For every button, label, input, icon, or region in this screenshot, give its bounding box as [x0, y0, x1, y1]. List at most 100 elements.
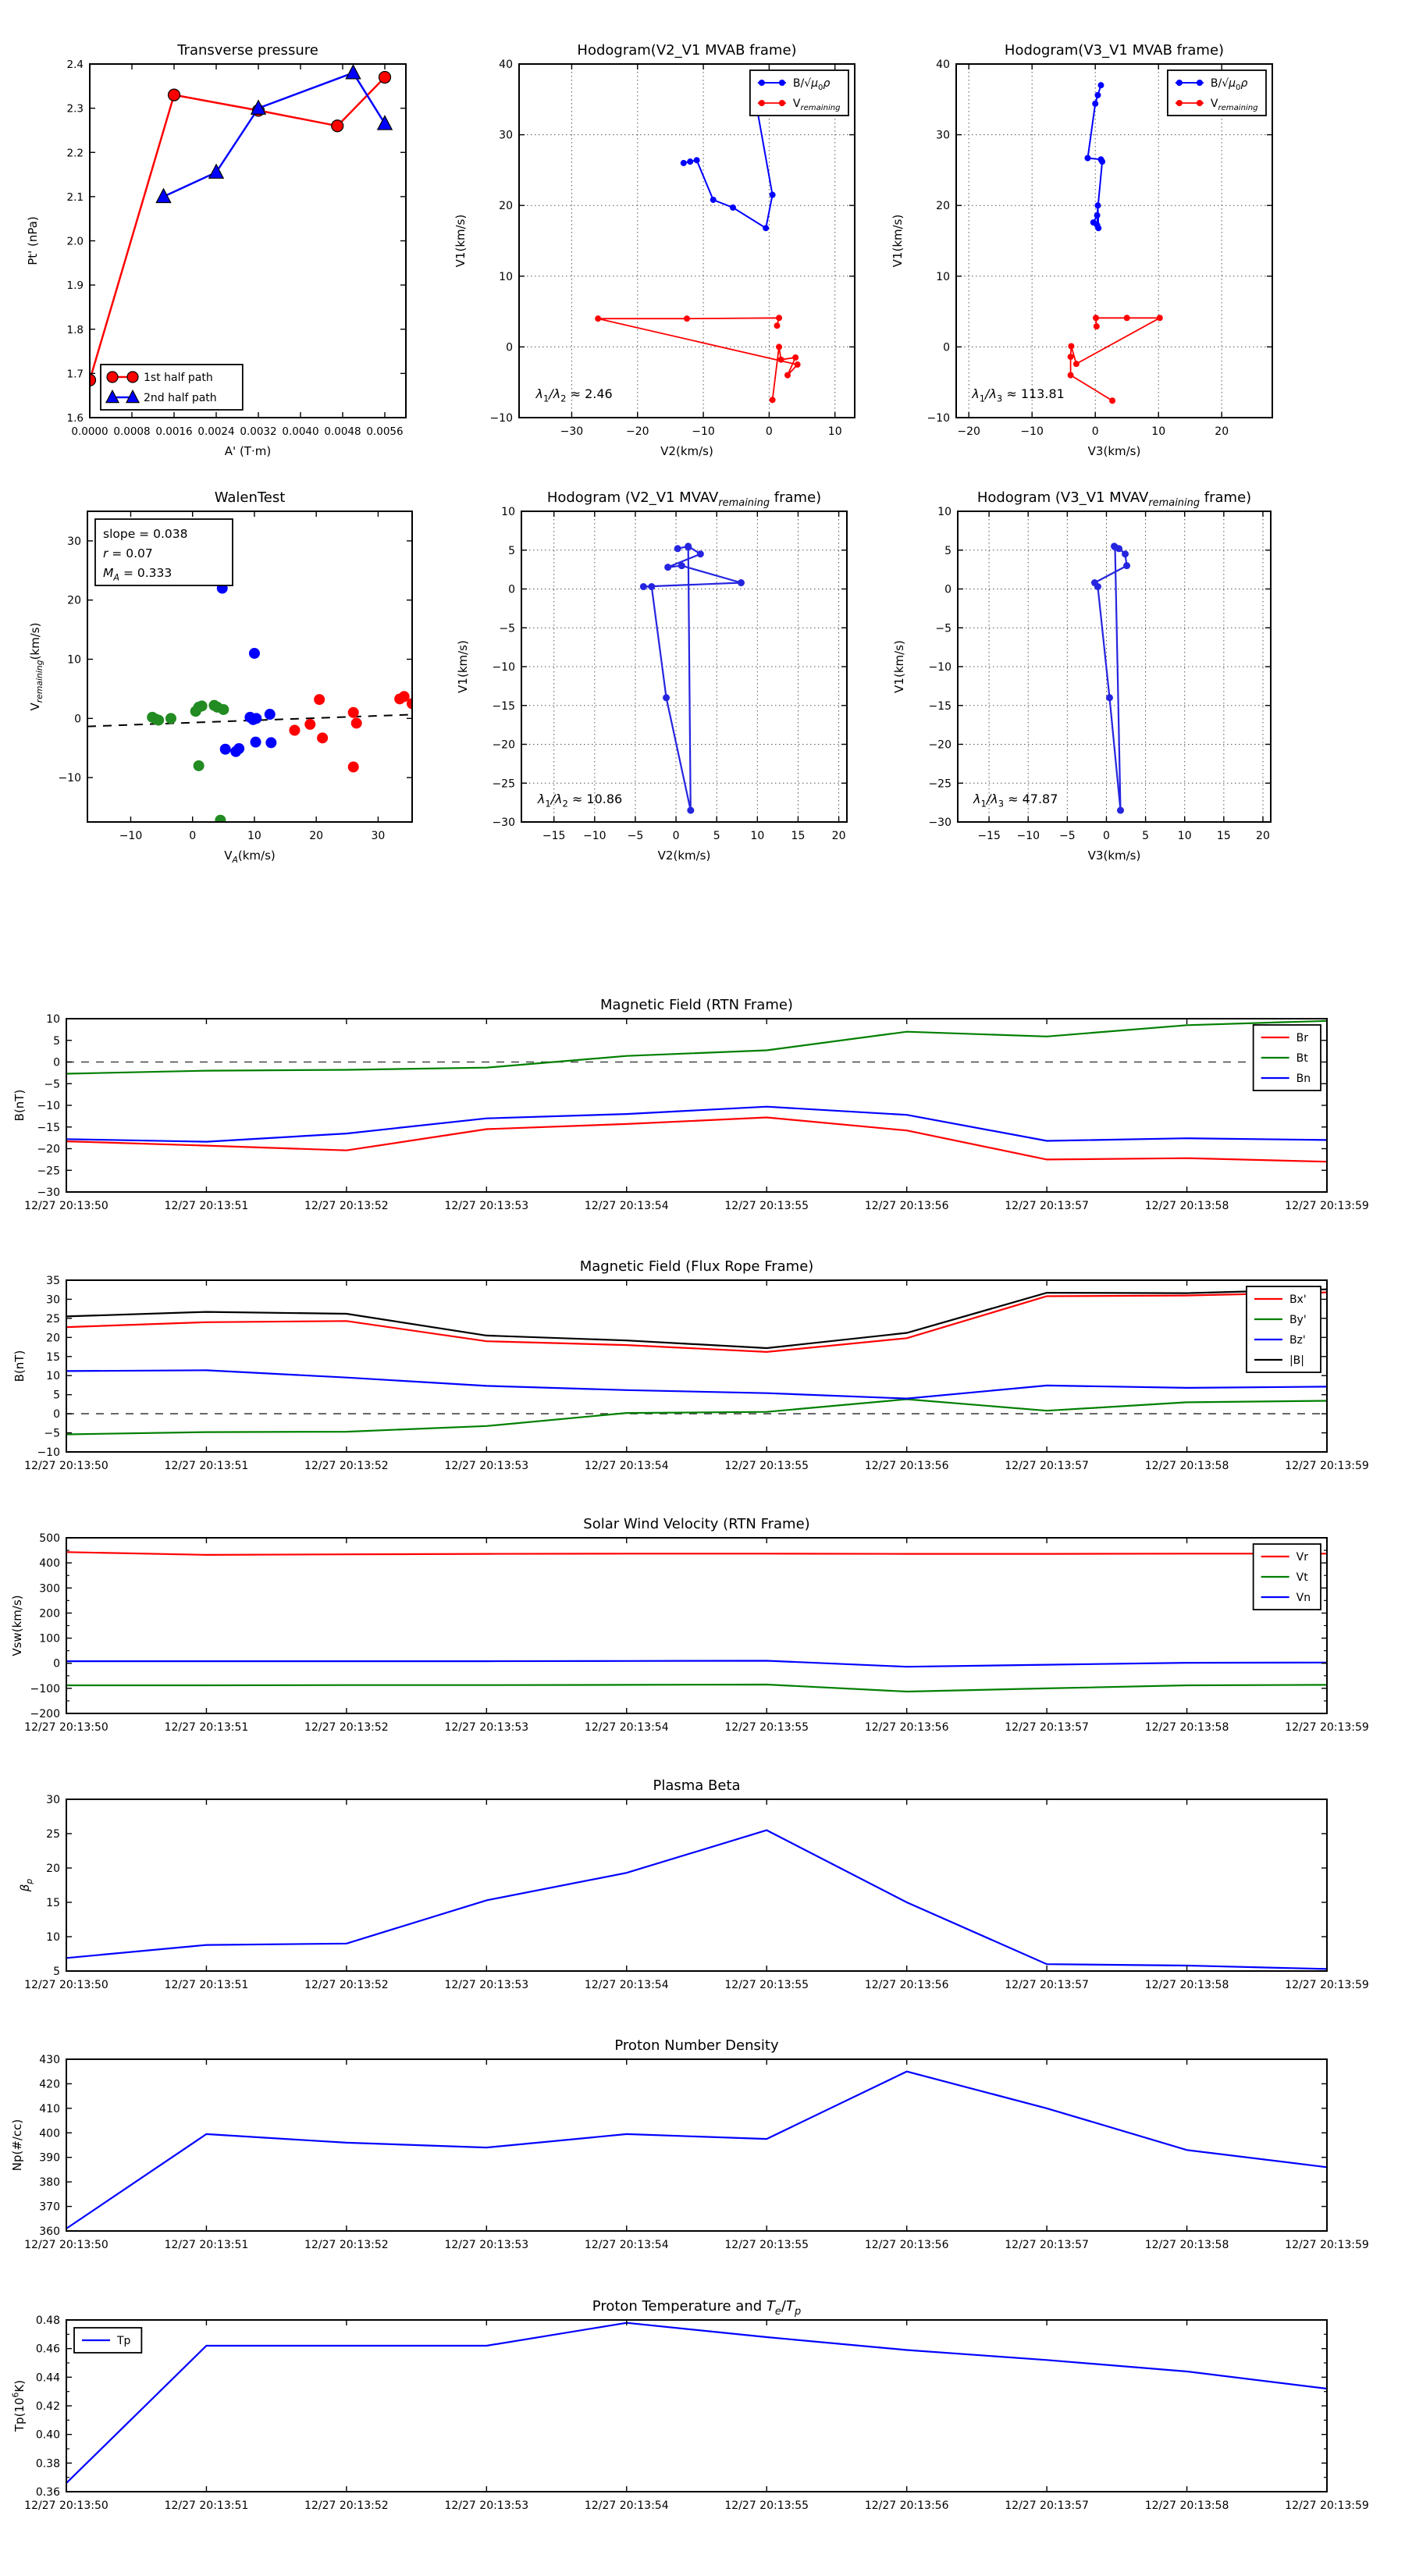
svg-text:12/27 20:13:52: 12/27 20:13:52 — [304, 1979, 389, 1991]
svg-text:30: 30 — [67, 535, 81, 548]
svg-text:12/27 20:13:55: 12/27 20:13:55 — [724, 1200, 809, 1212]
svg-text:Vremaining: Vremaining — [793, 98, 841, 112]
svg-text:30: 30 — [372, 830, 386, 842]
svg-text:Transverse pressure: Transverse pressure — [176, 42, 318, 59]
svg-text:12/27 20:13:59: 12/27 20:13:59 — [1285, 2239, 1369, 2251]
svg-text:2.3: 2.3 — [67, 103, 84, 116]
svg-text:1.9: 1.9 — [67, 279, 84, 292]
svg-text:15: 15 — [1217, 830, 1231, 842]
svg-text:12/27 20:13:53: 12/27 20:13:53 — [444, 2500, 528, 2512]
svg-text:12/27 20:13:59: 12/27 20:13:59 — [1285, 1979, 1369, 1991]
svg-text:1.8: 1.8 — [67, 324, 84, 336]
svg-text:−15: −15 — [492, 700, 515, 713]
svg-text:−100: −100 — [30, 1683, 60, 1695]
svg-text:12/27 20:13:53: 12/27 20:13:53 — [444, 1200, 528, 1212]
svg-text:−10: −10 — [583, 830, 606, 842]
svg-text:−10: −10 — [927, 412, 950, 425]
svg-text:12/27 20:13:57: 12/27 20:13:57 — [1005, 2239, 1089, 2251]
svg-text:V1(km/s): V1(km/s) — [456, 640, 470, 693]
svg-text:10: 10 — [46, 1931, 60, 1944]
svg-text:V2(km/s): V2(km/s) — [660, 444, 713, 458]
svg-text:−15: −15 — [542, 830, 566, 842]
svg-text:Magnetic Field (Flux Rope Fram: Magnetic Field (Flux Rope Frame) — [580, 1258, 814, 1275]
svg-text:WalenTest: WalenTest — [215, 489, 286, 506]
svg-text:λ1/λ2 ≈ 2.46: λ1/λ2 ≈ 2.46 — [535, 386, 613, 404]
svg-text:12/27 20:13:59: 12/27 20:13:59 — [1285, 2500, 1369, 2512]
svg-text:12/27 20:13:56: 12/27 20:13:56 — [865, 2239, 949, 2251]
svg-text:12/27 20:13:57: 12/27 20:13:57 — [1005, 1200, 1089, 1212]
svg-text:0.0008: 0.0008 — [113, 425, 150, 438]
svg-text:−20: −20 — [928, 739, 951, 752]
svg-text:12/27 20:13:54: 12/27 20:13:54 — [585, 1460, 669, 1472]
svg-text:0: 0 — [508, 584, 515, 596]
svg-text:20: 20 — [309, 830, 323, 842]
svg-text:400: 400 — [39, 1557, 60, 1570]
svg-text:−5: −5 — [628, 830, 644, 842]
svg-text:10: 10 — [1151, 425, 1165, 438]
svg-text:0: 0 — [1092, 425, 1099, 438]
svg-text:12/27 20:13:55: 12/27 20:13:55 — [724, 2239, 809, 2251]
svg-text:0: 0 — [944, 584, 951, 596]
svg-text:12/27 20:13:50: 12/27 20:13:50 — [24, 1721, 108, 1734]
svg-text:30: 30 — [46, 1794, 60, 1806]
svg-text:20: 20 — [499, 200, 513, 212]
svg-text:0.0016: 0.0016 — [155, 425, 192, 438]
svg-text:−5: −5 — [499, 622, 515, 635]
svg-text:12/27 20:13:57: 12/27 20:13:57 — [1005, 1979, 1089, 1991]
svg-text:B(nT): B(nT) — [12, 1350, 27, 1382]
svg-text:12/27 20:13:50: 12/27 20:13:50 — [24, 1460, 108, 1472]
svg-text:Hodogram(V3_V1 MVAB frame): Hodogram(V3_V1 MVAB frame) — [1005, 42, 1224, 59]
svg-text:15: 15 — [791, 830, 806, 842]
svg-text:Vn: Vn — [1297, 1592, 1311, 1604]
svg-text:0.0024: 0.0024 — [197, 425, 234, 438]
svg-text:Br: Br — [1297, 1032, 1309, 1044]
svg-text:0: 0 — [506, 341, 513, 354]
svg-text:10: 10 — [750, 830, 764, 842]
svg-text:0.38: 0.38 — [36, 2457, 60, 2470]
svg-text:5: 5 — [53, 1035, 60, 1048]
svg-text:Tp(106K): Tp(106K) — [11, 2380, 27, 2432]
svg-text:30: 30 — [936, 130, 950, 142]
svg-text:10: 10 — [499, 271, 513, 283]
svg-text:12/27 20:13:52: 12/27 20:13:52 — [304, 1460, 389, 1472]
svg-text:12/27 20:13:57: 12/27 20:13:57 — [1005, 2500, 1089, 2512]
svg-text:10: 10 — [46, 1013, 60, 1026]
svg-text:V1(km/s): V1(km/s) — [454, 215, 468, 268]
svg-text:20: 20 — [46, 1863, 60, 1875]
svg-text:500: 500 — [39, 1532, 60, 1545]
svg-text:12/27 20:13:51: 12/27 20:13:51 — [165, 2500, 249, 2512]
svg-text:−10: −10 — [58, 772, 81, 785]
svg-text:−200: −200 — [30, 1708, 60, 1720]
svg-text:B/√μ0ρ: B/√μ0ρ — [1211, 77, 1248, 92]
svg-text:20: 20 — [46, 1332, 60, 1344]
svg-text:12/27 20:13:57: 12/27 20:13:57 — [1005, 1721, 1089, 1734]
svg-text:−10: −10 — [119, 830, 143, 842]
svg-text:−15: −15 — [37, 1122, 60, 1134]
svg-text:300: 300 — [39, 1582, 60, 1595]
svg-text:|B|: |B| — [1289, 1354, 1304, 1367]
svg-text:2.0: 2.0 — [67, 236, 84, 248]
svg-text:Np(#/cc): Np(#/cc) — [10, 2119, 24, 2172]
svg-text:12/27 20:13:50: 12/27 20:13:50 — [24, 2239, 108, 2251]
svg-text:−5: −5 — [1059, 830, 1076, 842]
svg-text:35: 35 — [46, 1275, 60, 1287]
svg-text:Proton Temperature and Te/Tp: Proton Temperature and Te/Tp — [592, 2298, 801, 2318]
svg-text:By': By' — [1289, 1314, 1307, 1326]
svg-text:12/27 20:13:58: 12/27 20:13:58 — [1145, 2239, 1229, 2251]
svg-text:10: 10 — [67, 654, 81, 667]
svg-text:0.0040: 0.0040 — [282, 425, 318, 438]
svg-text:12/27 20:13:51: 12/27 20:13:51 — [165, 1200, 249, 1212]
svg-text:0: 0 — [53, 1658, 60, 1670]
svg-text:5: 5 — [1142, 830, 1149, 842]
svg-text:12/27 20:13:56: 12/27 20:13:56 — [865, 1460, 949, 1472]
svg-text:12/27 20:13:55: 12/27 20:13:55 — [724, 1460, 809, 1472]
svg-text:10: 10 — [937, 506, 951, 518]
svg-text:12/27 20:13:56: 12/27 20:13:56 — [865, 2500, 949, 2512]
svg-text:20: 20 — [832, 830, 846, 842]
svg-text:−30: −30 — [560, 425, 584, 438]
svg-text:Magnetic Field (RTN Frame): Magnetic Field (RTN Frame) — [600, 997, 793, 1013]
svg-text:0.46: 0.46 — [36, 2343, 60, 2356]
svg-text:12/27 20:13:51: 12/27 20:13:51 — [165, 2239, 249, 2251]
svg-text:10: 10 — [828, 425, 842, 438]
